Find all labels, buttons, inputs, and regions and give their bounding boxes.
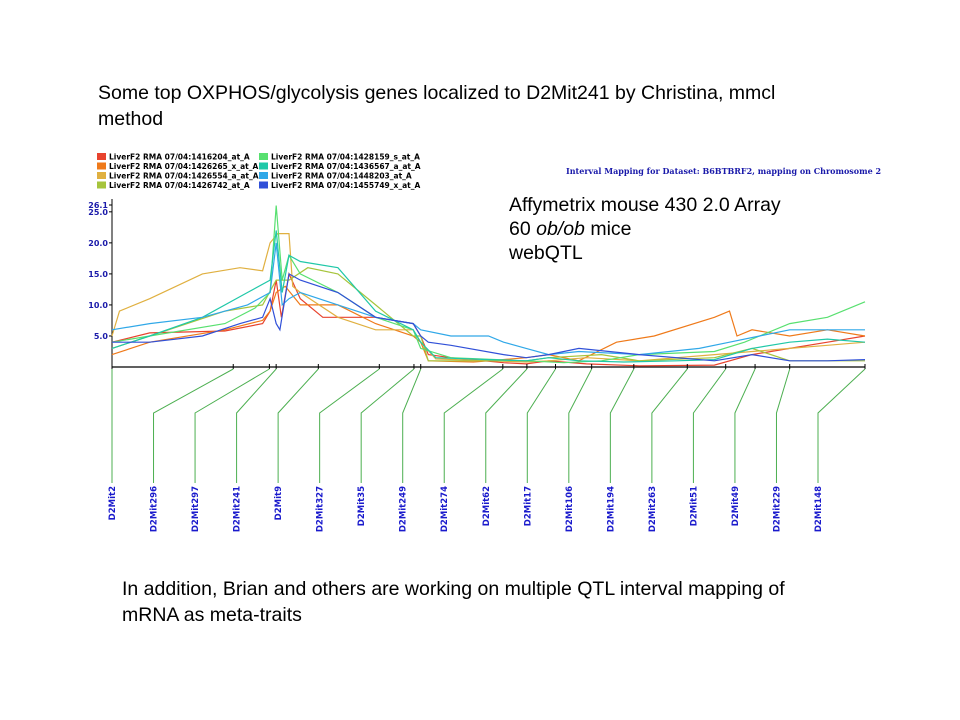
series-line: [111, 242, 865, 356]
marker-label: D2Mit9: [274, 486, 284, 520]
marker-connector: [194, 368, 270, 483]
slide-caption: In addition, Brian and others are workin…: [122, 578, 785, 626]
marker-connector: [153, 368, 234, 483]
platform-note: Affymetrix mouse 430 2.0 Array 60 ob/ob …: [509, 193, 781, 265]
y-tick-label: 10.0: [88, 301, 108, 310]
slide-title: Some top OXPHOS/glycolysis genes localiz…: [98, 82, 776, 130]
legend-label: LiverF2 RMA 07/04:1426554_a_at_A: [109, 172, 259, 181]
platform-mice-line: 60 ob/ob mice: [509, 217, 781, 241]
marker-label: D2Mit263: [648, 486, 658, 532]
legend-label: LiverF2 RMA 07/04:1455749_x_at_A: [271, 181, 421, 190]
platform-tool-line: webQTL: [509, 242, 583, 264]
marker-connector: [568, 368, 593, 483]
mice-word: mice: [584, 218, 632, 240]
mice-count: 60: [509, 218, 537, 240]
marker-connector: [817, 368, 866, 483]
marker-label: D2Mit106: [565, 486, 575, 532]
legend-swatch: [97, 162, 106, 170]
legend-label: LiverF2 RMA 07/04:1436567_a_at_A: [271, 162, 421, 171]
platform-array-line: Affymetrix mouse 430 2.0 Array: [509, 194, 781, 216]
series-line: [111, 267, 865, 362]
marker-connector: [360, 368, 415, 483]
legend-label: LiverF2 RMA 07/04:1448203_at_A: [271, 172, 412, 181]
legend-label: LiverF2 RMA 07/04:1416204_at_A: [109, 153, 250, 162]
legend-swatch: [259, 181, 268, 189]
marker-label: D2Mit2: [108, 486, 118, 520]
marker-connector: [692, 368, 727, 483]
marker-label: D2Mit35: [357, 486, 367, 526]
y-tick-label: 15.0: [88, 270, 108, 279]
legend-swatch: [97, 172, 106, 179]
marker-label: D2Mit327: [316, 486, 326, 532]
marker-connector: [734, 368, 756, 483]
series-line: [111, 205, 866, 364]
lod-curves: [111, 205, 866, 367]
y-max-label: 26.1: [88, 201, 108, 210]
marker-connector: [526, 368, 556, 483]
marker-label: D2Mit148: [814, 486, 824, 532]
marker-connector: [402, 368, 422, 483]
legend-swatch: [259, 153, 268, 160]
legend-label: LiverF2 RMA 07/04:1428159_s_at_A: [271, 153, 420, 162]
marker-connector: [775, 368, 791, 483]
chart-title: Interval Mapping for Dataset: B6BTBRF2, …: [566, 166, 881, 176]
legend-swatch: [259, 172, 268, 179]
legend-swatch: [259, 162, 268, 170]
legend-swatch: [97, 181, 106, 189]
marker-connector: [485, 368, 528, 483]
series-line: [112, 272, 866, 362]
y-tick-label: 20.0: [88, 239, 108, 248]
marker-label: D2Mit241: [233, 486, 243, 532]
marker-label: D2Mit62: [482, 486, 492, 526]
marker-connector: [443, 368, 504, 483]
series-line: [111, 230, 866, 363]
y-tick-label: 25.0: [88, 208, 108, 217]
marker-connector: [277, 368, 319, 483]
series-line: [111, 233, 866, 363]
marker-label: D2Mit297: [191, 486, 201, 532]
y-axis: 26.1 5.0 10.0 15.0 20.0 25.0: [88, 199, 113, 367]
marker-label: D2Mit229: [772, 486, 782, 532]
marker-connector: [609, 368, 635, 483]
y-tick-label: 5.0: [94, 332, 109, 341]
legend-label: LiverF2 RMA 07/04:1426265_x_at_A: [109, 162, 259, 171]
marker-connector: [236, 368, 277, 483]
marker-label: D2Mit296: [150, 486, 160, 532]
marker-label: D2Mit194: [606, 486, 616, 532]
marker-label: D2Mit51: [689, 486, 699, 526]
marker-connector: [319, 368, 380, 483]
marker-label: D2Mit274: [440, 486, 450, 532]
marker-connector: [651, 368, 688, 483]
marker-label: D2Mit249: [399, 486, 409, 532]
mice-strain: ob/ob: [536, 218, 585, 240]
legend-swatch: [97, 153, 106, 160]
marker-connectors: D2Mit2 D2Mit296 D2Mit297 D2Mit241 D2Mit9 D2Mi…: [108, 364, 866, 532]
legend-label: LiverF2 RMA 07/04:1426742_at_A: [109, 181, 250, 190]
marker-label: D2Mit49: [731, 486, 741, 526]
marker-label: D2Mit17: [523, 486, 533, 526]
